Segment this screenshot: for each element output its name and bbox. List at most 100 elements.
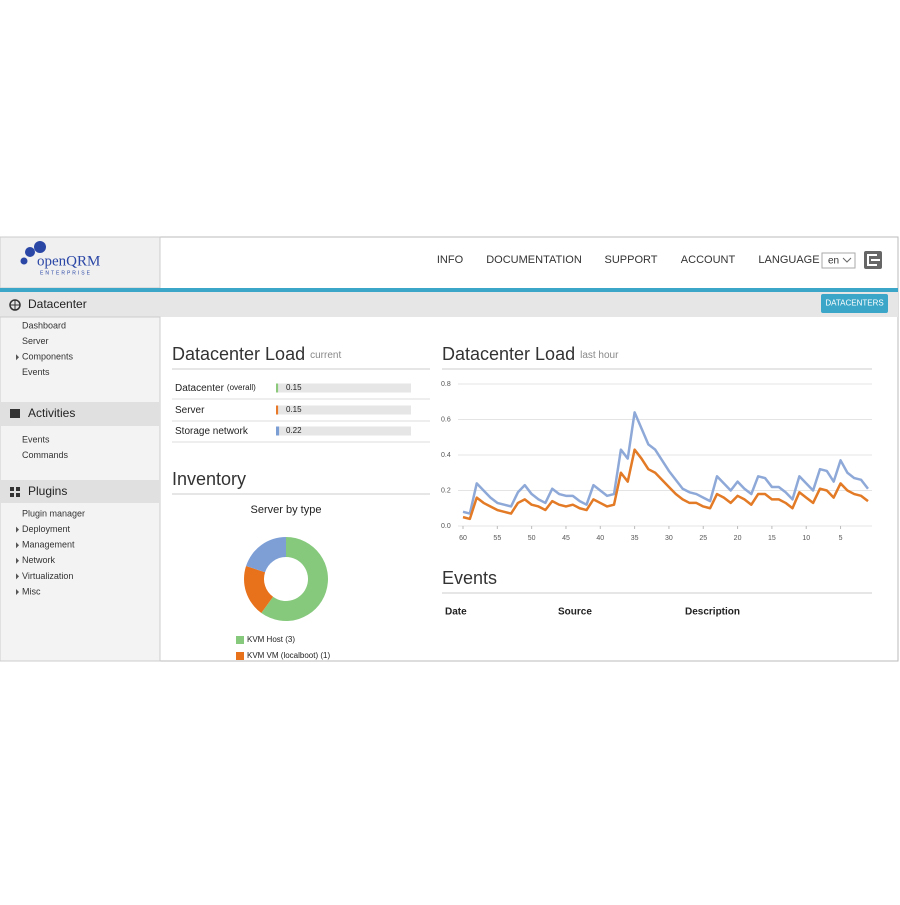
x-tick-label: 60 <box>459 535 467 542</box>
nav-link[interactable]: INFO <box>437 254 464 266</box>
globe-icon <box>10 300 20 310</box>
x-tick-label: 20 <box>734 535 742 542</box>
x-tick-label: 5 <box>839 535 843 542</box>
x-tick-label: 15 <box>768 535 776 542</box>
sidebar-item[interactable]: Misc <box>22 586 41 596</box>
expand-arrow <box>16 542 19 549</box>
load-track <box>276 426 411 436</box>
chart-title: Server by type <box>251 504 322 516</box>
panel-title: Datacenter Load last hour <box>442 344 619 364</box>
logo-subtext: ENTERPRISE <box>40 270 92 276</box>
logout-icon <box>867 254 880 266</box>
sidebar-item[interactable]: Events <box>22 434 50 444</box>
panel-title-main: Datacenter Load <box>442 344 575 364</box>
legend-swatch <box>236 652 244 660</box>
row-label: Server <box>175 405 205 416</box>
logo-dot <box>34 241 46 253</box>
panel-title-main: Events <box>442 568 497 588</box>
row-label: Datacenter (overall) <box>175 383 256 394</box>
y-tick-label: 0.6 <box>441 416 451 423</box>
load-bar <box>276 426 280 436</box>
expand-arrow <box>16 573 19 580</box>
load-value: 0.22 <box>286 426 302 435</box>
nav-link[interactable]: LANGUAGE <box>758 254 819 266</box>
legend-swatch <box>236 636 244 644</box>
section-title[interactable]: Activities <box>28 406 75 420</box>
section-bar <box>0 402 160 426</box>
y-tick-label: 0.8 <box>441 381 451 388</box>
panel-title-main: Datacenter Load <box>172 344 305 364</box>
sidebar-item[interactable]: Components <box>22 352 74 362</box>
language-select[interactable] <box>821 252 856 269</box>
panel-title: Events <box>442 568 497 588</box>
row-label-main: Server <box>175 405 205 416</box>
x-tick-label: 35 <box>631 535 639 542</box>
x-tick-label: 10 <box>802 535 810 542</box>
load-bar <box>276 383 279 393</box>
nav-link[interactable]: SUPPORT <box>605 254 658 266</box>
panel-title: Inventory <box>172 469 246 489</box>
donut-slice <box>261 537 329 621</box>
sidebar-item[interactable]: Server <box>22 336 49 346</box>
expand-arrow <box>16 354 19 361</box>
sidebar-item[interactable]: Events <box>22 367 50 377</box>
y-tick-label: 0.0 <box>441 523 451 530</box>
select-chevron <box>842 257 852 263</box>
x-tick-label: 55 <box>493 535 501 542</box>
datacenters-button[interactable] <box>821 294 888 313</box>
section-title[interactable]: Plugins <box>28 484 67 498</box>
plugins-icon <box>10 487 20 497</box>
x-tick-label: 25 <box>699 535 707 542</box>
toolbar <box>0 292 898 317</box>
nav-link[interactable]: DOCUMENTATION <box>486 254 582 266</box>
x-tick-label: 30 <box>665 535 673 542</box>
accent-bar <box>0 288 898 292</box>
donut-slice <box>246 537 286 573</box>
sidebar-item[interactable]: Network <box>22 555 56 565</box>
series-line <box>462 448 869 521</box>
nav-link[interactable]: ACCOUNT <box>681 254 736 266</box>
activities-icon <box>10 409 20 418</box>
section-title[interactable]: Datacenter <box>28 297 87 311</box>
sidebar-item[interactable]: Management <box>22 540 75 550</box>
panel-subtitle: current <box>310 350 341 361</box>
logo-dot <box>25 247 35 257</box>
logo-text: openQRM <box>37 253 100 269</box>
sidebar-item[interactable]: Commands <box>22 450 69 460</box>
button-label[interactable]: DATACENTERS <box>825 299 883 308</box>
expand-arrow <box>16 557 19 564</box>
donut-slice <box>244 566 274 613</box>
row-label: Storage network <box>175 426 249 437</box>
row-label-main: Datacenter <box>175 383 225 394</box>
y-tick-label: 0.2 <box>441 487 451 494</box>
column-header: Description <box>685 607 740 618</box>
expand-arrow <box>16 589 19 595</box>
x-tick-label: 40 <box>596 535 604 542</box>
load-bar <box>276 405 279 415</box>
row-label-note: (overall) <box>227 383 256 392</box>
x-tick-label: 50 <box>528 535 536 542</box>
column-header: Source <box>558 607 592 618</box>
load-track <box>276 383 411 393</box>
panel-title: Datacenter Load current <box>172 344 341 364</box>
column-header: Date <box>445 607 467 618</box>
section-bar <box>0 480 160 503</box>
sidebar-item[interactable]: Plugin manager <box>22 508 85 518</box>
panel-title-main: Inventory <box>172 469 246 489</box>
load-value: 0.15 <box>286 383 302 392</box>
legend-label: KVM Host (3) <box>247 635 295 644</box>
logo-dot <box>20 257 28 265</box>
y-tick-label: 0.4 <box>441 452 451 459</box>
expand-arrow <box>16 526 19 533</box>
row-label-main: Storage network <box>175 426 249 437</box>
sidebar-item[interactable]: Deployment <box>22 524 71 534</box>
load-track <box>276 405 411 415</box>
load-value: 0.15 <box>286 405 302 414</box>
sidebar-item[interactable]: Virtualization <box>22 571 73 581</box>
series-line <box>462 411 869 515</box>
sidebar-item[interactable]: Dashboard <box>22 320 66 330</box>
language-value: en <box>828 256 839 267</box>
x-tick-label: 45 <box>562 535 570 542</box>
